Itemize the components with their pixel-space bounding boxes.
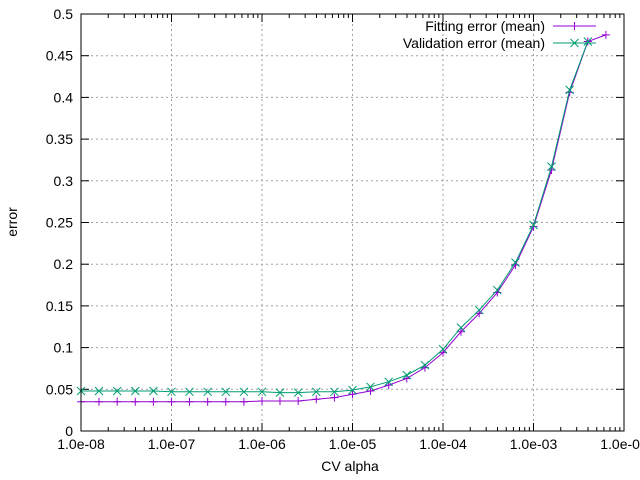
data-point xyxy=(239,387,249,397)
data-point xyxy=(149,386,158,396)
data-point xyxy=(330,387,339,397)
x-tick-label: 1.0e-02 xyxy=(600,436,640,452)
data-point xyxy=(293,388,303,397)
series-layer xyxy=(76,30,610,406)
x-axis-label: CV alpha xyxy=(321,458,379,474)
data-point xyxy=(275,388,285,397)
data-point xyxy=(131,397,140,406)
data-point xyxy=(547,162,556,171)
plot-border xyxy=(80,13,625,432)
legend-label: Fitting error (mean) xyxy=(425,18,545,34)
series-validation-error xyxy=(76,37,593,397)
legend-marker xyxy=(570,38,579,48)
legend: Fitting error (mean)Validation error (me… xyxy=(403,18,596,51)
data-point xyxy=(185,397,194,406)
data-point xyxy=(239,397,248,406)
y-tick-label: 0 xyxy=(65,423,73,439)
data-point xyxy=(529,220,538,230)
x-tick-label: 1.0e-03 xyxy=(510,436,558,452)
data-point xyxy=(402,370,412,380)
data-point xyxy=(583,37,593,46)
y-tick-label: 0.5 xyxy=(54,6,74,22)
data-point xyxy=(348,390,357,399)
data-point xyxy=(185,387,194,397)
data-point xyxy=(203,387,213,397)
data-point xyxy=(438,344,448,354)
data-point xyxy=(113,397,122,406)
data-point xyxy=(149,397,158,406)
data-point xyxy=(221,387,231,397)
data-point xyxy=(420,360,430,370)
data-point xyxy=(511,258,520,267)
data-point xyxy=(275,396,284,405)
y-tick-label: 0.1 xyxy=(54,340,74,356)
x-tick-label: 1.0e-06 xyxy=(238,436,286,452)
data-point xyxy=(112,386,122,396)
y-axis-label: error xyxy=(4,207,20,237)
data-point xyxy=(221,397,230,406)
data-point xyxy=(311,387,321,397)
data-point xyxy=(258,396,266,405)
grid-lines xyxy=(81,14,624,431)
y-tick-label: 0.45 xyxy=(46,48,73,64)
y-axis-ticks: 0 0.05 0.1 0.15 0.2 0.25 0.3 0.35 0.4 0.45 0.5 xyxy=(46,6,624,439)
data-point xyxy=(203,397,212,406)
x-tick-label: 1.0e-07 xyxy=(148,436,196,452)
data-point xyxy=(348,385,357,395)
data-point xyxy=(130,386,140,396)
x-axis-ticks: 1.0e-08 1.0e-07 1.0e-06 1.0e-05 1.0e-04 1.0e-… xyxy=(57,14,640,452)
y-tick-label: 0.25 xyxy=(46,215,73,231)
data-point xyxy=(312,395,321,404)
data-point xyxy=(167,387,176,397)
series-fitting-error xyxy=(77,30,610,406)
series-line xyxy=(81,34,607,403)
data-point xyxy=(294,396,303,405)
y-tick-label: 0.15 xyxy=(46,298,73,314)
x-tick-label: 1.0e-08 xyxy=(57,436,105,452)
y-tick-label: 0.4 xyxy=(54,89,74,105)
data-point xyxy=(492,285,502,295)
x-tick-label: 1.0e-04 xyxy=(419,436,467,452)
data-point xyxy=(456,323,466,332)
data-point xyxy=(94,397,103,406)
data-point xyxy=(601,30,610,39)
y-tick-label: 0.3 xyxy=(54,173,74,189)
series-line xyxy=(81,41,589,394)
legend-marker xyxy=(570,22,579,30)
data-point xyxy=(384,377,394,387)
data-point xyxy=(456,327,465,336)
data-point xyxy=(366,386,375,395)
data-point xyxy=(366,382,375,392)
data-point xyxy=(474,305,484,315)
data-point xyxy=(330,393,339,402)
y-tick-label: 0.35 xyxy=(46,131,73,147)
data-point xyxy=(257,387,267,397)
y-tick-label: 0.2 xyxy=(54,256,74,272)
legend-label: Validation error (mean) xyxy=(403,35,545,51)
data-point xyxy=(565,85,575,95)
data-point xyxy=(94,386,104,396)
x-tick-label: 1.0e-05 xyxy=(329,436,377,452)
y-tick-label: 0.05 xyxy=(46,381,73,397)
data-point xyxy=(167,397,176,406)
